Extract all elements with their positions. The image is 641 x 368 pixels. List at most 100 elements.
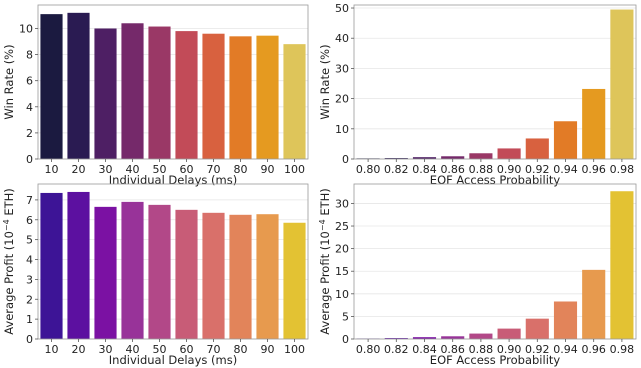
bar-0.84: [412, 157, 437, 159]
x-tick-label: 100: [284, 343, 305, 356]
x-tick-label: 0.80: [356, 343, 381, 356]
x-tick-label: 0.96: [581, 343, 606, 356]
x-tick-label: 70: [207, 343, 221, 356]
y-axis-label-exponent: −4: [318, 219, 327, 231]
y-tick-label: 0: [26, 153, 33, 166]
bar-30: [94, 28, 117, 159]
bar-100: [283, 222, 306, 339]
x-tick-label: 50: [153, 163, 167, 176]
bar-0.92: [525, 138, 549, 159]
y-tick-label: 5: [342, 310, 349, 323]
bar-0.98: [610, 9, 634, 159]
y-axis-label-main: Average Profit (10: [318, 231, 332, 335]
axes-frame: [37, 183, 309, 340]
chart-win-rate-vs-delay: 0 2 4 6 8 10 10 20 30 40 50 60 70 80 90 100 Individual D…: [2, 4, 309, 187]
x-tick-label: 0.90: [497, 163, 522, 176]
y-axis-label-unit: ETH): [318, 188, 332, 219]
x-tick-label: 0.96: [581, 163, 606, 176]
bar-100: [283, 44, 306, 159]
y-axis-label-main: Win Rate (%): [318, 44, 332, 119]
bar-0.88: [469, 333, 493, 339]
y-tick-label: 10: [335, 123, 349, 136]
bar-0.98: [610, 191, 634, 339]
bar-0.82: [384, 158, 408, 159]
x-tick-label: 0.86: [440, 343, 465, 356]
y-tick-label: 20: [335, 93, 349, 106]
bar-0.88: [469, 153, 493, 159]
x-tick-label: 30: [99, 163, 113, 176]
x-tick-label: 90: [261, 343, 275, 356]
x-tick-label: 50: [153, 343, 167, 356]
x-tick-label: 0.98: [610, 163, 635, 176]
bar-0.92: [525, 318, 549, 339]
bar-90: [256, 35, 279, 159]
x-tick-label: 10: [45, 343, 59, 356]
x-tick-label: 60: [180, 343, 194, 356]
bar-40: [121, 23, 144, 160]
bar-60: [175, 31, 198, 160]
x-tick-label: 40: [126, 343, 140, 356]
x-axis-label: EOF Access Probability: [430, 353, 561, 367]
x-tick-label: 0.92: [525, 343, 550, 356]
bar-0.96: [582, 88, 606, 159]
x-tick-label: 0.94: [553, 163, 578, 176]
y-tick-label: 0: [342, 333, 349, 346]
x-tick-label: 80: [234, 163, 248, 176]
x-tick-label: 10: [45, 163, 59, 176]
x-axis-label: Individual Delays (ms): [109, 353, 237, 367]
bar-50: [148, 204, 171, 339]
x-tick-label: 0.94: [553, 343, 578, 356]
bar-70: [202, 33, 225, 159]
y-tick-label: 3: [26, 273, 33, 286]
bar-70: [202, 212, 225, 339]
bar-0.90: [497, 328, 521, 339]
y-axis-label: Win Rate (%): [2, 44, 16, 119]
bar-0.86: [441, 156, 465, 159]
y-tick-label: 2: [26, 293, 33, 306]
bar-0.86: [441, 336, 465, 339]
bar-10: [40, 192, 63, 339]
y-axis-label-exponent: −4: [2, 219, 11, 231]
x-tick-label: 0.98: [610, 343, 635, 356]
x-tick-label: 80: [234, 343, 248, 356]
y-tick-label: 4: [26, 254, 33, 267]
bar-0.96: [582, 269, 606, 339]
bar-90: [256, 214, 279, 339]
bar-20: [67, 12, 90, 160]
y-tick-label: 0: [26, 333, 33, 346]
axes-frame: [353, 183, 637, 340]
y-tick-label: 6: [26, 214, 33, 227]
x-tick-label: 100: [284, 163, 305, 176]
bar-80: [229, 214, 252, 339]
y-tick-label: 2: [26, 127, 33, 140]
bar-0.94: [553, 301, 578, 339]
x-tick-label: 20: [72, 343, 86, 356]
x-tick-label: 0.84: [412, 163, 437, 176]
y-axis-label-main: Average Profit (10: [2, 231, 16, 335]
chart-profit-vs-eof-probability: 0 5 10 15 20 25 30 0.80 0.82 0.84 0.86 0.88 0.90 0.92…: [318, 183, 637, 367]
y-tick-label: 30: [335, 197, 349, 210]
bar-40: [121, 201, 144, 339]
y-tick-label: 50: [335, 2, 349, 15]
y-tick-label: 4: [26, 101, 33, 114]
x-tick-label: 0.88: [469, 343, 494, 356]
x-tick-label: 30: [99, 343, 113, 356]
y-tick-label: 40: [335, 32, 349, 45]
y-tick-label: 7: [26, 194, 33, 207]
y-tick-label: 20: [335, 243, 349, 256]
x-tick-label: 20: [72, 163, 86, 176]
x-tick-label: 70: [207, 163, 221, 176]
x-tick-label: 0.90: [497, 343, 522, 356]
bar-80: [229, 36, 252, 159]
chart-profit-vs-delay: 0 1 2 3 4 5 6 7 10 20 30 40 50 60 70 80 90 100 Individual …: [2, 183, 309, 367]
bar-60: [175, 209, 198, 339]
y-tick-label: 1: [26, 313, 33, 326]
x-tick-label: 0.84: [412, 343, 437, 356]
bar-0.94: [553, 121, 578, 159]
y-axis-label-unit: ETH): [2, 188, 16, 219]
y-axis-label: Average Profit (10−4 ETH): [2, 188, 16, 335]
bar-0.82: [384, 338, 408, 339]
y-tick-label: 15: [335, 265, 349, 278]
y-tick-label: 0: [342, 153, 349, 166]
